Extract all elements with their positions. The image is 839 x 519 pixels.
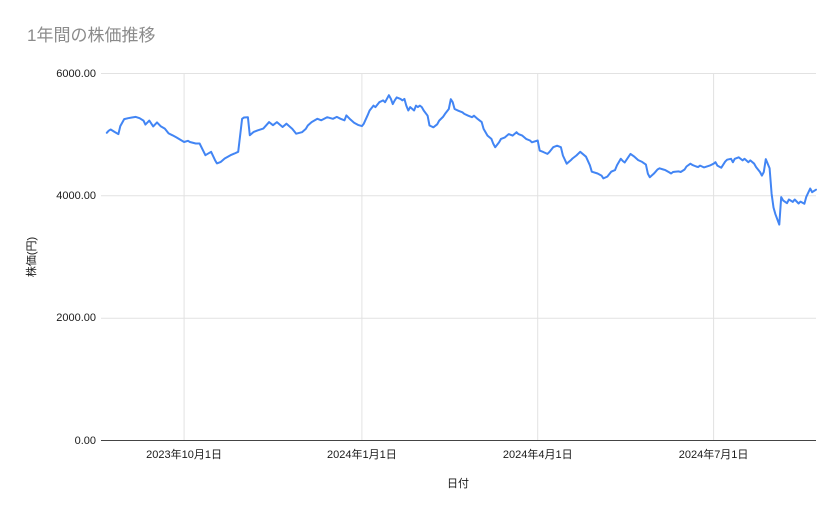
y-tick-label: 0.00	[74, 434, 96, 447]
chart-title: 1年間の株価推移	[27, 26, 156, 45]
y-tick-label: 2000.00	[56, 312, 96, 325]
x-tick-label: 2024年7月1日	[678, 449, 749, 461]
x-axis-title: 日付	[447, 478, 469, 490]
y-tick-label: 4000.00	[56, 189, 96, 202]
y-tick-label: 6000.00	[56, 67, 96, 80]
x-tick-label: 2024年1月1日	[327, 449, 397, 461]
x-tick-label: 2023年10月1日	[146, 449, 223, 461]
x-tick-label: 2024年4月1日	[502, 449, 573, 461]
price-line-series	[105, 94, 817, 226]
